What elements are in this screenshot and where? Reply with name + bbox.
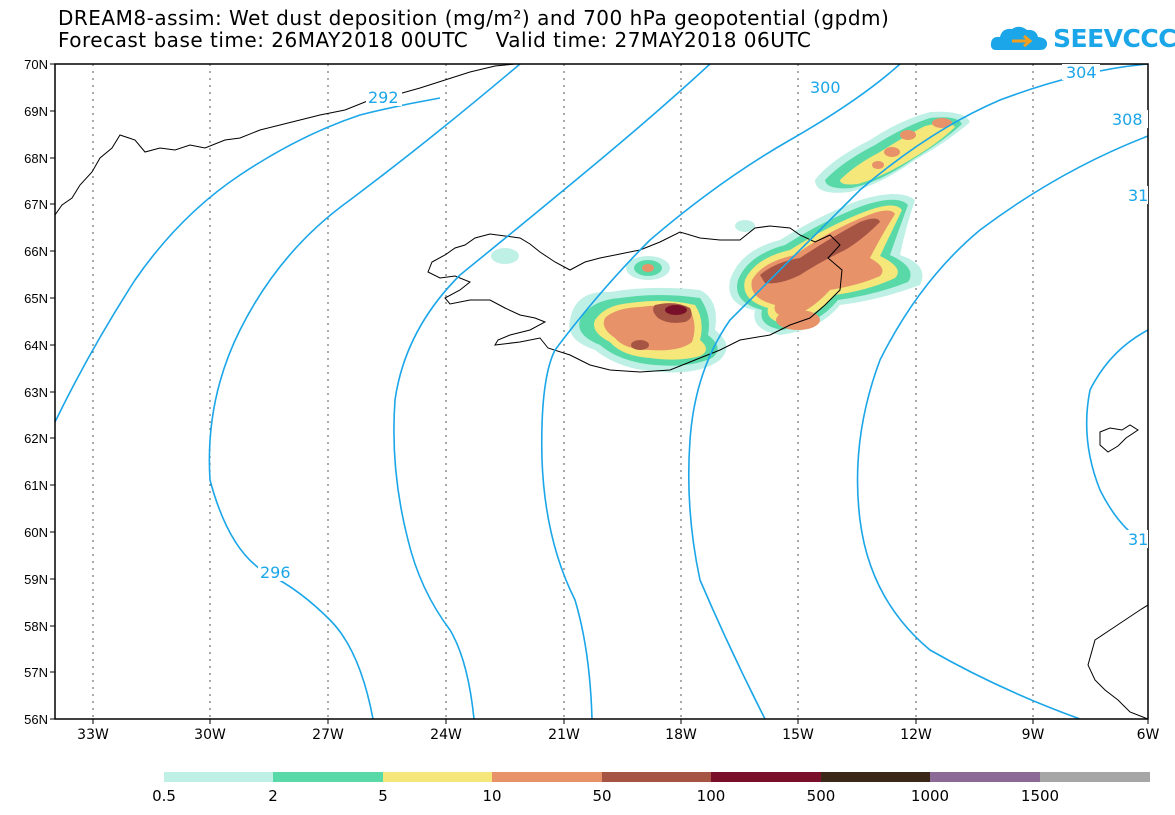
contour-label-292: 292 bbox=[368, 88, 399, 107]
cloud-icon bbox=[990, 26, 1048, 50]
lon-label: 15W bbox=[782, 727, 814, 743]
logo-text: SEEVCCC bbox=[1053, 24, 1175, 53]
lon-label: 6W bbox=[1136, 727, 1160, 743]
lat-label: 64N bbox=[24, 338, 48, 353]
colorbar-label: 0.5 bbox=[152, 787, 176, 805]
lat-label: 70N bbox=[24, 57, 48, 72]
map-subtitle: Forecast base time: 26MAY2018 00UTC Vali… bbox=[58, 28, 812, 52]
lat-label: 58N bbox=[24, 619, 48, 634]
colorbar-label: 50 bbox=[592, 787, 612, 805]
colorbar-swatch bbox=[711, 772, 821, 782]
lat-label: 66N bbox=[24, 244, 48, 259]
lon-label: 18W bbox=[665, 727, 697, 743]
colorbar-label: 1000 bbox=[910, 787, 950, 805]
map-title: DREAM8-assim: Wet dust deposition (mg/m²… bbox=[58, 6, 890, 30]
contour-labels: 292 296 300 304 308 31 31 bbox=[258, 63, 1148, 582]
lat-label: 56N bbox=[24, 712, 48, 727]
colorbar-label: 1500 bbox=[1020, 787, 1060, 805]
colorbar-swatch bbox=[492, 772, 602, 782]
contour-label-300: 300 bbox=[810, 78, 841, 97]
lat-label: 68N bbox=[24, 151, 48, 166]
lat-label: 59N bbox=[24, 572, 48, 587]
dust-deposition-shading bbox=[491, 111, 970, 373]
colorbar-swatch bbox=[164, 772, 273, 782]
dust-band-100 bbox=[665, 305, 687, 315]
colorbar-swatch bbox=[383, 772, 492, 782]
colorbar-swatch bbox=[1040, 772, 1150, 782]
lat-label: 67N bbox=[24, 197, 48, 212]
lon-label: 24W bbox=[430, 727, 462, 743]
lon-label: 9W bbox=[1021, 727, 1045, 743]
contour-label-308: 308 bbox=[1112, 110, 1143, 129]
geopotential-contours bbox=[55, 64, 1148, 719]
lat-label: 63N bbox=[24, 385, 48, 400]
map-frame bbox=[54, 63, 1149, 720]
colorbar-swatch bbox=[273, 772, 383, 782]
lat-label: 61N bbox=[24, 478, 48, 493]
colorbar-swatch bbox=[821, 772, 930, 782]
colorbar-label: 5 bbox=[378, 787, 388, 805]
lat-label: 69N bbox=[24, 104, 48, 119]
iceland-coast bbox=[427, 225, 843, 373]
lon-label: 33W bbox=[77, 727, 109, 743]
faroe-coast bbox=[1099, 424, 1139, 453]
colorbar-swatch bbox=[930, 772, 1040, 782]
scotland-coast bbox=[1087, 604, 1148, 719]
contour-label-304: 304 bbox=[1066, 63, 1097, 82]
contour-label-296: 296 bbox=[260, 563, 291, 582]
colorbar-label: 500 bbox=[806, 787, 836, 805]
greenland-coast bbox=[55, 64, 516, 216]
lat-label: 62N bbox=[24, 431, 48, 446]
colorbar-label: 2 bbox=[268, 787, 278, 805]
lon-label: 21W bbox=[548, 727, 580, 743]
lat-label: 57N bbox=[24, 665, 48, 680]
lon-label: 27W bbox=[312, 727, 344, 743]
colorbar-swatch bbox=[602, 772, 711, 782]
lon-label: 30W bbox=[194, 727, 226, 743]
coastlines bbox=[55, 64, 1148, 719]
contour-label-31-top: 31 bbox=[1128, 186, 1148, 205]
lat-label: 60N bbox=[24, 525, 48, 540]
lon-label: 12W bbox=[900, 727, 932, 743]
lat-label: 65N bbox=[24, 291, 48, 306]
contour-label-31-bottom: 31 bbox=[1128, 530, 1148, 549]
colorbar-label: 100 bbox=[696, 787, 726, 805]
colorbar-label: 10 bbox=[482, 787, 502, 805]
